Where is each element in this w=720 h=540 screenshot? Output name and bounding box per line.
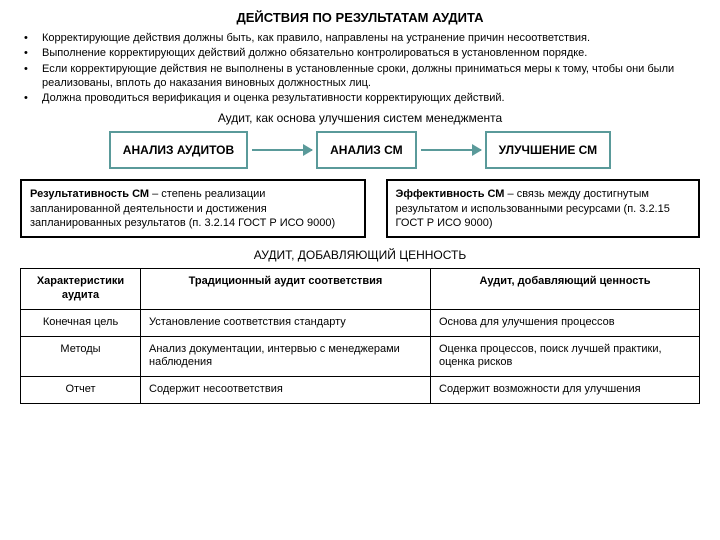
table-cell: Оценка процессов, поиск лучшей практики,… xyxy=(431,336,700,377)
table-cell: Конечная цель xyxy=(21,309,141,336)
bullet-item: Должна проводиться верификация и оценка … xyxy=(20,91,700,105)
table-cell: Анализ документации, интервью с менеджер… xyxy=(141,336,431,377)
bullet-list: Корректирующие действия должны быть, как… xyxy=(20,31,700,105)
section-title: АУДИТ, ДОБАВЛЯЮЩИЙ ЦЕННОСТЬ xyxy=(20,248,700,262)
flow-diagram: АНАЛИЗ АУДИТОВ АНАЛИЗ СМ УЛУЧШЕНИЕ СМ xyxy=(20,131,700,169)
table-row: Конечная цель Установление соответствия … xyxy=(21,309,700,336)
table-row: Отчет Содержит несоответствия Содержит в… xyxy=(21,377,700,404)
value-audit-table: Характеристики аудита Традиционный аудит… xyxy=(20,268,700,404)
table-cell: Методы xyxy=(21,336,141,377)
def-term: Эффективность СМ xyxy=(396,188,505,200)
definitions-row: Результативность СМ – степень реализации… xyxy=(20,179,700,238)
table-cell: Содержит несоответствия xyxy=(141,377,431,404)
table-header-row: Характеристики аудита Традиционный аудит… xyxy=(21,269,700,310)
bullet-item: Выполнение корректирующих действий должн… xyxy=(20,46,700,60)
table-cell: Содержит возможности для улучшения xyxy=(431,377,700,404)
flow-box-improve-sm: УЛУЧШЕНИЕ СМ xyxy=(485,131,612,169)
table-header: Аудит, добавляющий ценность xyxy=(431,269,700,310)
page-title: ДЕЙСТВИЯ ПО РЕЗУЛЬТАТАМ АУДИТА xyxy=(20,10,700,25)
bullet-item: Корректирующие действия должны быть, как… xyxy=(20,31,700,45)
def-term: Результативность СМ xyxy=(30,188,149,200)
table-header: Традиционный аудит соответствия xyxy=(141,269,431,310)
bullet-item: Если корректирующие действия не выполнен… xyxy=(20,62,700,91)
table-cell: Отчет xyxy=(21,377,141,404)
flow-box-analysis-audits: АНАЛИЗ АУДИТОВ xyxy=(109,131,248,169)
table-header: Характеристики аудита xyxy=(21,269,141,310)
table-cell: Основа для улучшения процессов xyxy=(431,309,700,336)
subtitle: Аудит, как основа улучшения систем менед… xyxy=(20,111,700,125)
table-row: Методы Анализ документации, интервью с м… xyxy=(21,336,700,377)
table-cell: Установление соответствия стандарту xyxy=(141,309,431,336)
flow-box-analysis-sm: АНАЛИЗ СМ xyxy=(316,131,417,169)
arrow-icon xyxy=(421,149,481,151)
arrow-icon xyxy=(252,149,312,151)
definition-efficiency: Эффективность СМ – связь между достигнут… xyxy=(386,179,701,238)
definition-effectiveness: Результативность СМ – степень реализации… xyxy=(20,179,366,238)
